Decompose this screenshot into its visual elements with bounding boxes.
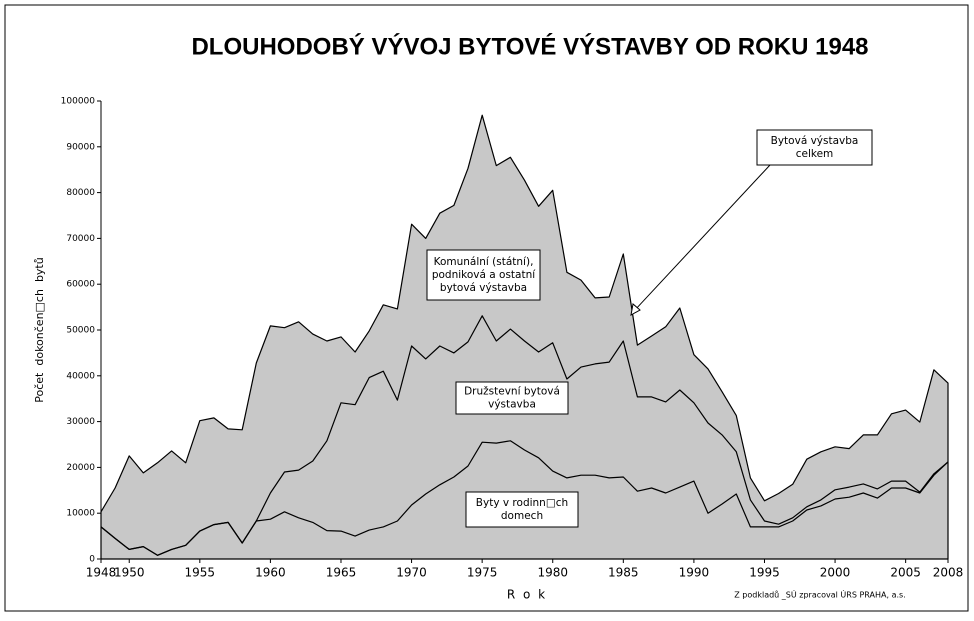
y-tick-label: 70000 [66, 234, 95, 244]
annotation-text: Družstevní bytová [464, 386, 560, 398]
arrow-head [630, 303, 641, 316]
annotation-box [455, 381, 569, 415]
y-tick-label: 20000 [66, 463, 95, 473]
area [100, 114, 949, 560]
annotation-box [756, 129, 873, 166]
x-tick-label: 2008 [933, 566, 964, 580]
annotation-box [426, 249, 541, 301]
x-tick-label: 1970 [396, 566, 427, 580]
x-tick-label: 1955 [185, 566, 216, 580]
x-tick-label: 1985 [608, 566, 639, 580]
annotation-text: Bytová výstavba [771, 135, 859, 147]
y-tick-label: 60000 [66, 280, 95, 290]
y-tick-label: 50000 [66, 326, 95, 336]
x-tick-label: 1975 [467, 566, 498, 580]
y-tick-label: 10000 [66, 509, 95, 519]
x-tick-label: 1948 [86, 566, 117, 580]
line [100, 440, 949, 556]
x-tick-label: 1980 [537, 566, 568, 580]
annotation-box [465, 491, 579, 528]
y-tick-label: 30000 [66, 417, 95, 427]
y-tick-label: 100000 [61, 97, 96, 107]
annotation-text: výstavba [488, 399, 536, 411]
y-tick-label: 90000 [66, 142, 95, 152]
annotation-text: bytová výstavba [440, 282, 527, 294]
annotation-text: celkem [796, 148, 834, 160]
x-tick-label: 2005 [890, 566, 921, 580]
y-axis-label: Počet dokončen□ch bytů [33, 257, 46, 402]
source: Z podkladů _SÚ zpracoval ÚRS PRAHA, a.s. [734, 589, 905, 600]
x-tick-label: 2000 [820, 566, 851, 580]
annotation-text: Komunální (státní), [434, 256, 534, 268]
annotation-text: podniková a ostatní [432, 269, 536, 281]
annotation-text: domech [501, 510, 543, 522]
x-tick-label: 1990 [679, 566, 710, 580]
annotation-text: Byty v rodinn□ch [476, 497, 568, 509]
y-tick-label: 80000 [66, 188, 95, 198]
x-tick-label: 1950 [114, 566, 145, 580]
x-tick-label: 1995 [749, 566, 780, 580]
y-tick-label: 0 [89, 555, 95, 565]
arrow-line [633, 164, 771, 312]
chart-title: DLOUHODOBÝ VÝVOJ BYTOVÉ VÝSTAVBY OD ROKU… [191, 32, 868, 60]
y-tick-label: 40000 [66, 371, 95, 381]
x-tick-label: 1960 [255, 566, 286, 580]
x-axis-label: R o k [507, 588, 547, 602]
x-tick-label: 1965 [326, 566, 357, 580]
